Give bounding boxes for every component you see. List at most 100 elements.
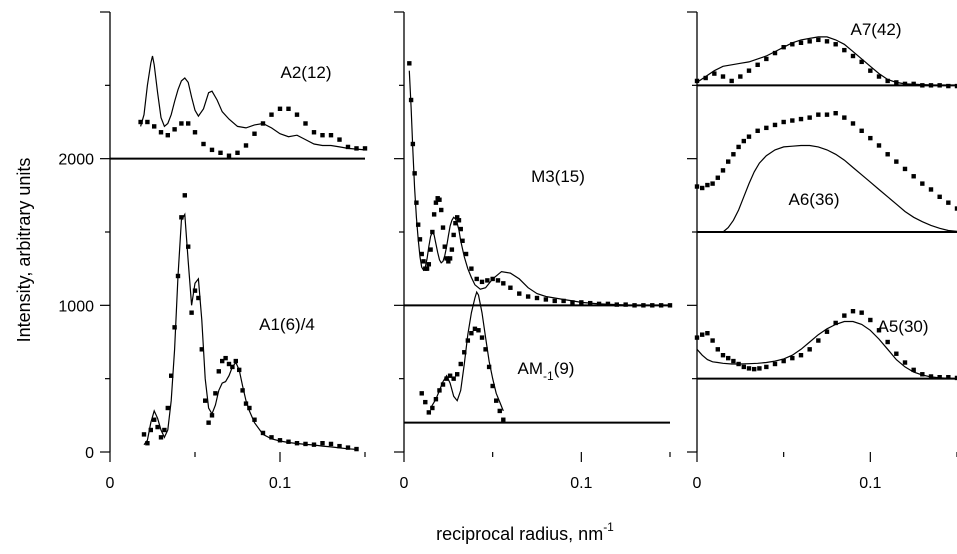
- measured-point: [790, 355, 795, 361]
- measured-point: [850, 121, 856, 126]
- measured-point: [911, 81, 916, 87]
- measured-point: [920, 181, 925, 186]
- measured-point: [764, 125, 769, 131]
- measured-point: [816, 112, 821, 117]
- measured-point: [700, 332, 705, 337]
- measured-point: [252, 417, 257, 422]
- measured-point: [781, 358, 786, 364]
- measured-point: [449, 247, 455, 252]
- measured-point: [419, 251, 424, 257]
- measured-point: [426, 410, 432, 415]
- measured-point: [286, 439, 291, 444]
- measured-point: [233, 358, 238, 364]
- measured-point: [218, 150, 223, 155]
- measured-point: [320, 441, 325, 446]
- measured-point: [833, 320, 838, 326]
- curve-label-suffix: (9): [554, 359, 575, 378]
- measured-point: [715, 175, 720, 180]
- measured-point: [345, 144, 351, 150]
- curve-label: A2(12): [280, 63, 331, 82]
- measured-point: [328, 133, 334, 138]
- measured-point: [455, 215, 460, 220]
- measured-point: [485, 278, 490, 283]
- measured-point: [705, 182, 710, 188]
- measured-point: [764, 364, 769, 370]
- measured-point: [458, 226, 463, 232]
- measured-point: [623, 302, 628, 307]
- measured-point: [430, 229, 435, 235]
- measured-point: [552, 298, 557, 304]
- curve-label-main: A5(30): [877, 317, 928, 336]
- measured-point: [165, 133, 170, 138]
- model-curve: [430, 290, 504, 412]
- measured-point: [145, 119, 150, 125]
- measured-point: [444, 376, 449, 381]
- measured-point: [824, 112, 830, 117]
- measured-point: [303, 121, 308, 126]
- curve-label-main: A6(36): [788, 190, 839, 209]
- measured-point: [260, 121, 266, 126]
- measured-point: [605, 301, 611, 307]
- measured-point: [650, 303, 655, 308]
- measured-point: [437, 197, 442, 202]
- measured-point: [226, 153, 232, 158]
- measured-point: [269, 112, 274, 117]
- measured-point: [736, 144, 741, 150]
- measured-point: [946, 83, 951, 89]
- measured-point: [937, 83, 942, 88]
- measured-point: [842, 313, 847, 318]
- measured-point: [455, 372, 460, 377]
- measured-point: [165, 405, 170, 411]
- measured-point: [294, 112, 300, 117]
- curve-label: A6(36): [788, 190, 839, 209]
- measured-point: [145, 441, 150, 446]
- measured-point: [658, 303, 664, 308]
- measured-point: [842, 115, 847, 120]
- measured-point: [460, 238, 465, 243]
- measured-point: [885, 78, 890, 84]
- measured-point: [243, 143, 249, 148]
- panel-middle: 0 0.1 M3(15) AM-1(9): [394, 11, 673, 492]
- measured-point: [920, 372, 925, 377]
- measured-point: [525, 294, 531, 299]
- measured-point: [876, 74, 882, 79]
- measured-point: [269, 435, 274, 440]
- measured-point: [439, 207, 444, 213]
- measured-point: [752, 366, 757, 372]
- x-tick-label: 0: [400, 475, 409, 492]
- measured-point: [746, 134, 752, 139]
- curve-label: M3(15): [531, 167, 585, 186]
- measured-point: [798, 40, 804, 45]
- measured-point: [235, 150, 240, 155]
- measured-point: [303, 441, 308, 447]
- measured-point: [465, 338, 471, 343]
- measured-point: [260, 430, 266, 436]
- measured-point: [328, 441, 334, 447]
- measured-point: [720, 168, 726, 173]
- measured-point: [772, 361, 778, 367]
- x-tick-label: 0.1: [859, 475, 881, 492]
- measured-point: [579, 300, 584, 305]
- measured-point: [337, 137, 342, 142]
- measured-point: [447, 373, 453, 378]
- measured-point: [237, 367, 242, 373]
- measured-point: [175, 273, 181, 279]
- measured-point: [479, 279, 485, 285]
- measured-point: [247, 405, 252, 411]
- measured-point: [442, 244, 447, 249]
- measured-point: [414, 200, 419, 205]
- measured-point: [876, 143, 882, 148]
- measured-point: [712, 71, 717, 76]
- measured-point: [508, 285, 513, 290]
- measured-point: [902, 360, 908, 365]
- measured-point: [833, 111, 838, 116]
- model-curve: [140, 55, 366, 151]
- y-axis-title: Intensity, arbitrary units: [14, 158, 34, 343]
- measured-point: [729, 78, 734, 84]
- measured-point: [431, 212, 437, 217]
- curve-label: A1(6)/4: [259, 315, 315, 334]
- x-axis-title-text: reciprocal radius, nm: [436, 524, 603, 544]
- measured-point: [421, 259, 426, 264]
- x-tick-label: 0.1: [570, 475, 592, 492]
